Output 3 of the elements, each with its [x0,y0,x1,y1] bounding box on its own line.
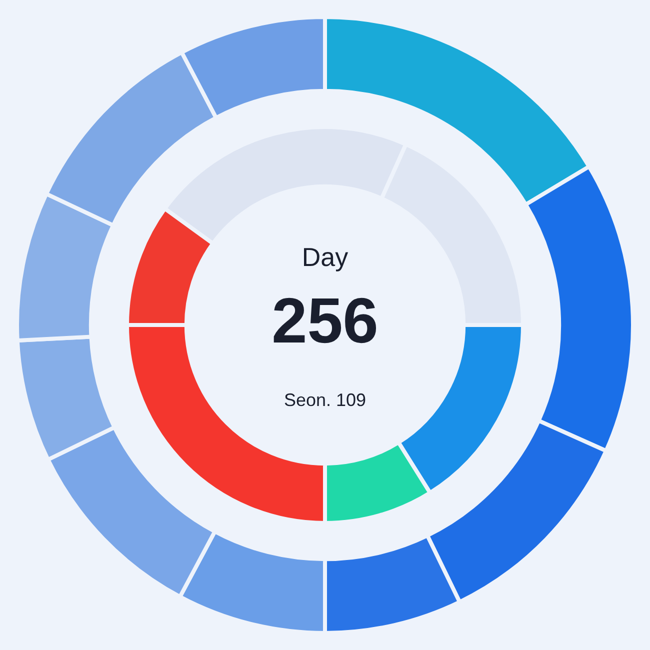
text: 256 [272,284,378,357]
text: Seon. 109 [284,390,366,410]
text: Day [302,242,348,272]
